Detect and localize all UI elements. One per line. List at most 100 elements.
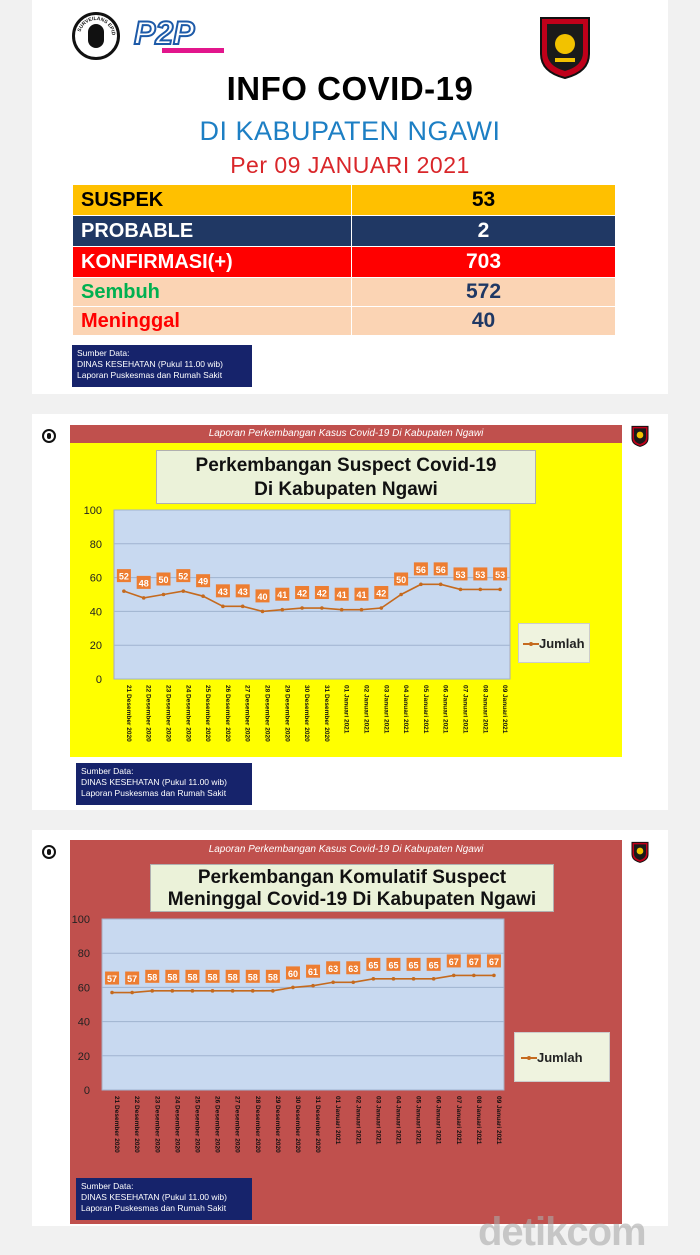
svg-text:SURVEILANS EPIDEMIOLOGI: SURVEILANS EPIDEMIOLOGI <box>74 14 116 36</box>
x-tick-label: 03 Januari 2021 <box>382 685 389 734</box>
data-label: 61 <box>308 967 318 977</box>
data-label: 52 <box>178 572 188 582</box>
suspect-chart-card: Laporan Perkembangan Kasus Covid-19 Di K… <box>32 414 668 810</box>
date-line: Per 09 JANUARI 2021 <box>230 152 470 178</box>
data-label-box <box>295 586 310 600</box>
data-label-box <box>413 562 428 576</box>
data-point <box>130 990 134 995</box>
data-point <box>291 985 295 990</box>
x-tick-label: 07 Januari 2021 <box>455 1096 462 1145</box>
source-box: Sumber Data: DINAS KESEHATAN (Pukul 11.0… <box>76 1178 252 1220</box>
chart-title: Perkembangan Komulatif Suspect Meninggal… <box>150 864 554 912</box>
data-label: 63 <box>328 964 338 974</box>
source-line-1: Sumber Data: <box>77 348 130 358</box>
data-label: 56 <box>416 565 426 575</box>
suspect-line-chart: 0 20 40 60 80 100 52 48 50 52 49 43 43 40 41 42 42 41 41 42… <box>84 505 511 742</box>
x-tick-label: 02 Januari 2021 <box>354 1096 361 1145</box>
data-label-box <box>116 569 131 583</box>
data-label-box <box>453 567 468 581</box>
legend-line-icon <box>521 1056 537 1060</box>
x-tick-label: 25 Desember 2020 <box>193 1096 200 1153</box>
legend-label: Jumlah <box>539 636 585 651</box>
data-label-box <box>215 584 230 598</box>
y-tick-label: 40 <box>90 606 102 618</box>
report-banner: Laporan Perkembangan Kasus Covid-19 Di K… <box>208 844 484 855</box>
x-tick-label: 24 Desember 2020 <box>173 1096 180 1153</box>
chart-title-line-1: Perkembangan Suspect Covid-19 <box>195 455 497 476</box>
data-label-box <box>125 971 140 985</box>
source-line-2: DINAS KESEHATAN (Pukul 11.00 wib) <box>77 359 223 369</box>
stats-label: Sembuh <box>72 277 352 307</box>
stats-value: 572 <box>351 277 616 307</box>
x-tick-label: 27 Desember 2020 <box>244 685 251 742</box>
stats-row: Sembuh 572 <box>72 277 616 307</box>
data-label: 58 <box>147 972 157 982</box>
data-label-box <box>374 586 389 600</box>
data-point <box>280 607 285 612</box>
data-label-box <box>446 954 461 968</box>
y-tick-label: 100 <box>84 505 102 517</box>
x-tick-label: 23 Desember 2020 <box>153 1096 160 1153</box>
stats-value: 40 <box>351 306 616 336</box>
x-tick-label: 30 Desember 2020 <box>303 685 310 742</box>
data-point <box>451 973 456 978</box>
ngawi-crest-icon <box>631 841 649 863</box>
data-label: 41 <box>356 590 366 600</box>
data-label: 42 <box>376 589 386 599</box>
x-tick-label: 22 Desember 2020 <box>133 1096 140 1153</box>
x-tick-label: 31 Desember 2020 <box>323 685 330 742</box>
x-tick-label: 26 Desember 2020 <box>224 685 231 742</box>
data-label: 42 <box>297 589 307 599</box>
x-tick-label: 28 Desember 2020 <box>254 1096 261 1153</box>
ngawi-crest-icon <box>631 425 649 447</box>
data-label-box <box>196 574 211 588</box>
data-label-box <box>235 584 250 598</box>
data-point <box>161 592 166 597</box>
data-point <box>331 980 335 985</box>
stats-label: Meninggal <box>72 306 352 336</box>
data-point <box>201 594 205 598</box>
stats-row: Meninggal 40 <box>72 306 616 336</box>
x-tick-label: 02 Januari 2021 <box>363 685 370 734</box>
page-title: INFO COVID-19 <box>226 70 474 107</box>
page-subtitle: DI KABUPATEN NGAWI <box>199 116 501 146</box>
data-point <box>170 989 175 993</box>
report-banner: Laporan Perkembangan Kasus Covid-19 Di K… <box>70 425 622 443</box>
data-point <box>311 983 315 988</box>
x-tick-label: 25 Desember 2020 <box>204 685 211 742</box>
x-tick-label: 23 Desember 2020 <box>165 685 172 742</box>
x-tick-label: 05 Januari 2021 <box>415 1096 422 1145</box>
y-tick-label: 20 <box>90 640 102 652</box>
x-tick-label: 29 Desember 2020 <box>283 685 290 742</box>
x-tick-label: 09 Januari 2021 <box>495 1096 502 1145</box>
data-point <box>230 989 235 993</box>
source-line-2: DINAS KESEHATAN (Pukul 11.00 wib) <box>81 1192 227 1202</box>
surveilans-logo-icon <box>42 845 56 859</box>
data-label-box <box>493 567 508 581</box>
data-label: 63 <box>348 964 358 974</box>
data-point <box>359 607 364 612</box>
data-point <box>419 582 423 587</box>
data-label-box <box>285 966 300 980</box>
data-label: 52 <box>119 572 129 582</box>
data-label: 40 <box>257 592 267 602</box>
stats-table: SUSPEK 53 PROBABLE 2 KONFIRMASI(+) 703 Sembuh 5… <box>72 184 616 336</box>
data-label-box <box>314 586 329 600</box>
data-label-box <box>406 957 421 971</box>
series-line <box>112 974 494 994</box>
x-tick-label: 21 Desember 2020 <box>113 1096 120 1153</box>
x-tick-label: 06 Januari 2021 <box>442 685 449 734</box>
stats-row: PROBABLE 2 <box>72 215 616 247</box>
data-point <box>190 989 195 993</box>
stats-value: 2 <box>351 215 616 247</box>
source-box: Sumber Data: DINAS KESEHATAN (Pukul 11.0… <box>76 763 252 805</box>
data-point <box>141 596 146 600</box>
data-point <box>431 977 436 981</box>
stats-value: 703 <box>351 246 616 278</box>
data-label-box <box>354 587 369 601</box>
x-tick-label: 01 Januari 2021 <box>343 685 350 734</box>
data-label: 43 <box>238 587 248 597</box>
data-label: 43 <box>218 587 228 597</box>
x-tick-label: 30 Desember 2020 <box>294 1096 301 1153</box>
p2p-logo-text: P2P <box>134 15 195 51</box>
